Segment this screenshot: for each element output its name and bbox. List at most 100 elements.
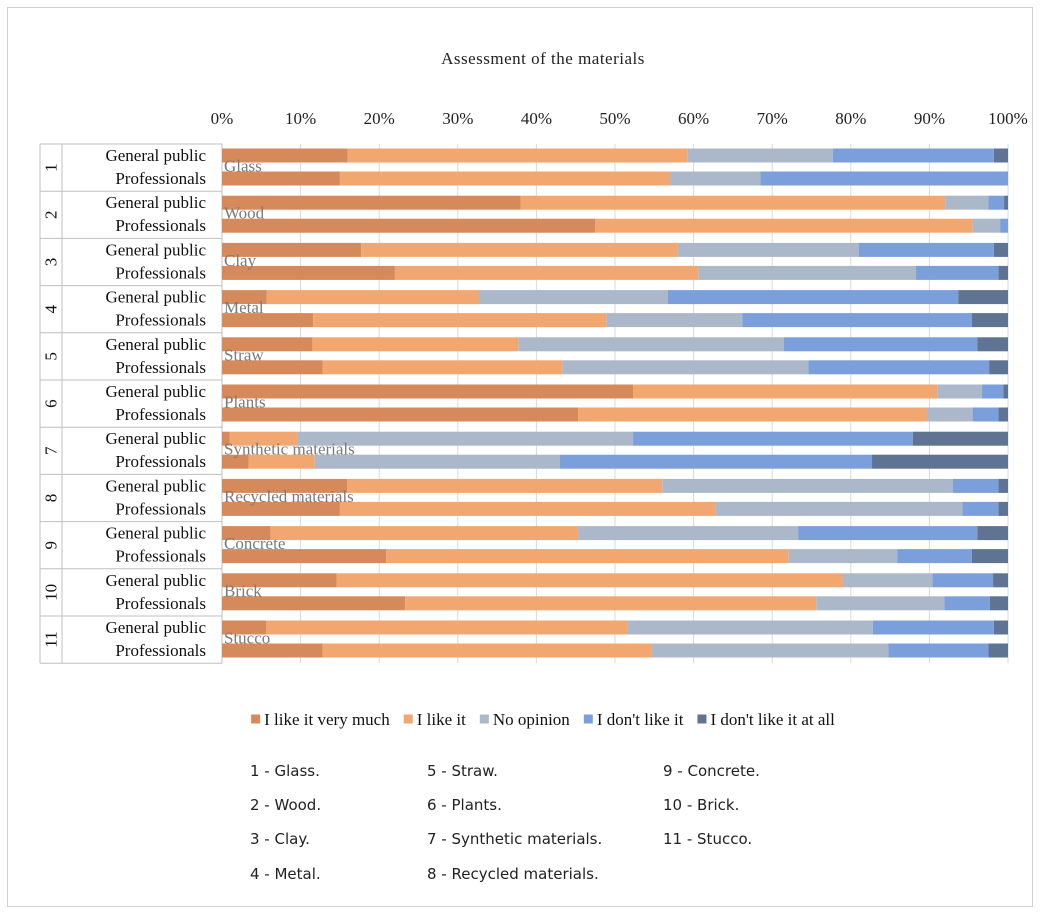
group-number-label: 11	[42, 631, 61, 647]
bar-segment	[322, 643, 652, 658]
bar-segment	[222, 407, 579, 422]
bar-segment	[222, 596, 406, 611]
material-label: Straw	[224, 345, 264, 364]
bar-segment	[982, 384, 1004, 399]
bar-segment	[937, 384, 983, 399]
key-item: 1 - Glass.	[250, 762, 320, 780]
group-number-label: 3	[42, 258, 61, 267]
bar-segment	[872, 454, 1008, 469]
material-label: Recycled materials	[224, 487, 354, 506]
bar-segment	[993, 242, 1008, 257]
legend-swatch	[251, 714, 261, 724]
bar-segment	[698, 265, 917, 280]
key-item: 7 - Synthetic materials.	[427, 830, 602, 848]
group-number-label: 8	[42, 494, 61, 503]
material-label: Stucco	[224, 629, 270, 648]
bar-segment	[993, 148, 1008, 163]
bar-segment	[687, 148, 833, 163]
bar-segment	[662, 478, 953, 493]
row-category-label: Professionals	[115, 263, 206, 282]
bar-segment	[633, 384, 938, 399]
bar-segment	[993, 573, 1008, 588]
bar-segment	[606, 313, 743, 328]
x-tick-label: 50%	[599, 109, 630, 128]
bar-segment	[715, 501, 963, 516]
x-tick-label: 40%	[521, 109, 552, 128]
bar-segment	[872, 620, 994, 635]
bar-segment	[998, 265, 1008, 280]
bar-segment	[270, 526, 579, 541]
bar-segment	[313, 313, 607, 328]
row-category-label: Professionals	[115, 452, 206, 471]
group-number-label: 10	[42, 584, 61, 601]
row-category-label: Professionals	[115, 547, 206, 566]
row-category-label: General public	[105, 288, 206, 307]
key-item: 2 - Wood.	[250, 796, 321, 814]
bar-segment	[347, 148, 688, 163]
bar-segment	[222, 620, 267, 635]
x-tick-label: 20%	[364, 109, 395, 128]
legend: I like it very much I like it No opinion I …	[251, 710, 835, 729]
bar-segment	[222, 573, 337, 588]
bar-segment	[988, 195, 1005, 210]
legend-swatch	[479, 714, 489, 724]
bar-segment	[977, 526, 1008, 541]
bar-segment	[989, 596, 1008, 611]
material-label: Plants	[224, 393, 266, 412]
row-category-label: General public	[105, 240, 206, 259]
bar-segment	[314, 454, 560, 469]
bar-segment	[808, 360, 990, 375]
bar-segment	[222, 313, 314, 328]
bar-segment	[222, 526, 271, 541]
x-tick-label: 90%	[914, 109, 945, 128]
bar-segment	[322, 360, 563, 375]
x-tick-label: 60%	[678, 109, 709, 128]
bar-segment	[832, 148, 994, 163]
bar-segment	[520, 195, 946, 210]
bar-segment	[578, 526, 799, 541]
bar-segment	[222, 171, 340, 186]
bar-segment	[222, 218, 596, 233]
group-number-label: 1	[42, 163, 61, 172]
bar-segment	[927, 407, 973, 422]
row-category-label: Professionals	[115, 499, 206, 518]
bar-segment	[912, 431, 1008, 446]
bar-segment	[842, 573, 933, 588]
legend-swatch	[403, 714, 413, 724]
bar-segment	[627, 620, 873, 635]
material-label: Concrete	[224, 534, 285, 553]
bar-segment	[651, 643, 889, 658]
group-number-label: 2	[42, 211, 61, 220]
bar-segment	[972, 218, 1001, 233]
material-label: Clay	[224, 251, 257, 270]
material-label: Brick	[224, 581, 262, 600]
x-axis-ticks: 0% 10% 20% 30% 40% 50% 60% 70% 80% 90% 100%	[211, 109, 1028, 128]
row-category-label: Professionals	[115, 405, 206, 424]
bars	[222, 148, 1008, 658]
bar-segment	[222, 242, 362, 257]
legend-label: I like it	[417, 710, 466, 729]
bar-segment	[222, 501, 340, 516]
bar-segment	[266, 620, 628, 635]
bar-segment	[783, 337, 978, 352]
bar-segment	[405, 596, 817, 611]
row-category-label: General public	[105, 476, 206, 495]
row-category-label: Professionals	[115, 169, 206, 188]
key-item: 9 - Concrete.	[663, 762, 760, 780]
row-category-label: Professionals	[115, 358, 206, 377]
bar-segment	[993, 620, 1008, 635]
bar-segment	[998, 478, 1008, 493]
legend-swatch	[583, 714, 593, 724]
bar-segment	[971, 313, 1008, 328]
bar-segment	[222, 265, 395, 280]
key-item: 8 - Recycled materials.	[427, 865, 599, 883]
x-tick-label: 70%	[757, 109, 788, 128]
bar-segment	[394, 265, 699, 280]
key-item: 3 - Clay.	[250, 830, 310, 848]
group-number-label: 5	[42, 352, 61, 361]
bar-segment	[222, 148, 348, 163]
bar-segment	[222, 478, 347, 493]
bar-segment	[977, 337, 1008, 352]
bar-segment	[595, 218, 973, 233]
bar-segment	[229, 431, 298, 446]
